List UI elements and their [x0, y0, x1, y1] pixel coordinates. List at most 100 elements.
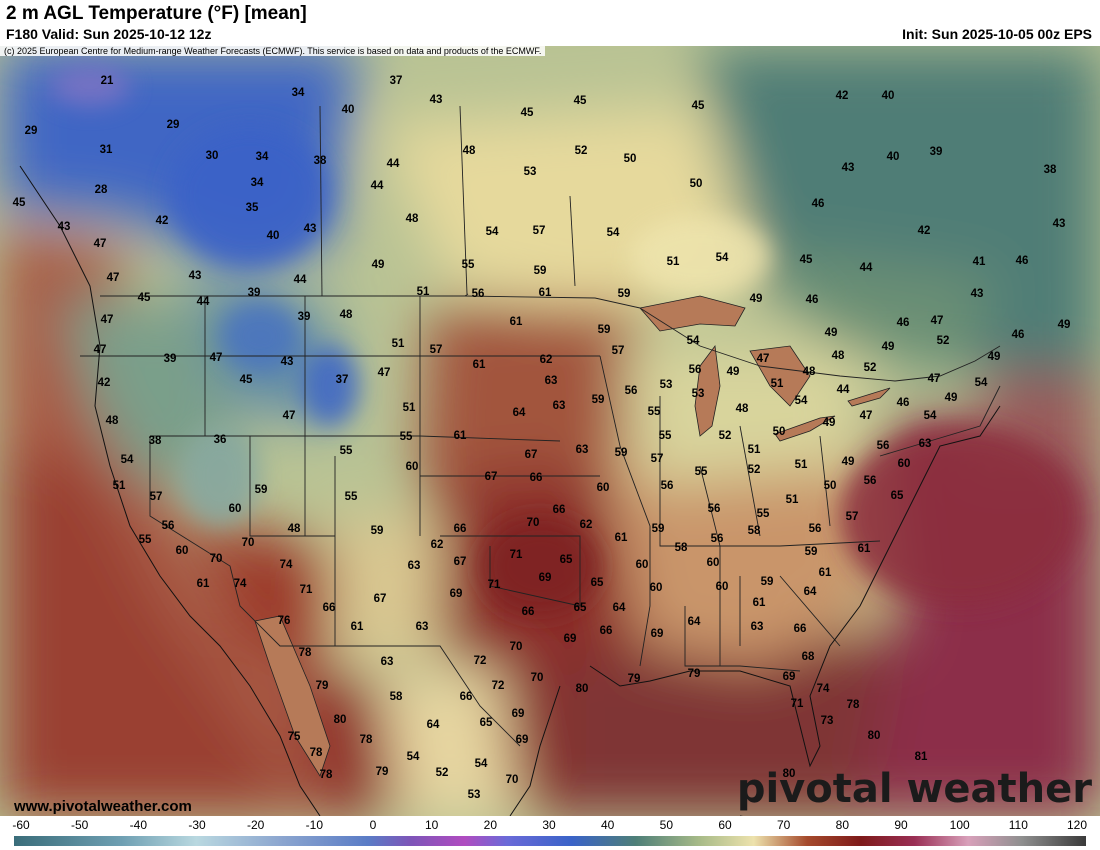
valid-time: F180 Valid: Sun 2025-10-12 12z — [6, 26, 212, 42]
temperature-value: 34 — [255, 151, 269, 163]
temperature-value: 80 — [575, 683, 589, 695]
temperature-value: 67 — [524, 449, 538, 461]
temperature-value: 40 — [341, 104, 355, 116]
temperature-value: 50 — [823, 480, 837, 492]
temperature-value: 67 — [484, 471, 498, 483]
temperature-value: 71 — [790, 698, 804, 710]
temperature-value: 48 — [405, 213, 419, 225]
temperature-value: 48 — [735, 403, 749, 415]
temperature-value: 49 — [822, 417, 836, 429]
temperature-value: 51 — [391, 338, 405, 350]
map-header: 2 m AGL Temperature (°F) [mean] F180 Val… — [0, 0, 1100, 46]
temperature-value: 49 — [371, 259, 385, 271]
temperature-value: 38 — [313, 155, 327, 167]
temperature-value: 69 — [563, 633, 577, 645]
temperature-value: 49 — [749, 293, 763, 305]
temperature-value: 44 — [859, 262, 873, 274]
temperature-value: 42 — [835, 90, 849, 102]
temperature-value: 56 — [863, 475, 877, 487]
temperature-value: 49 — [726, 366, 740, 378]
temperature-value: 52 — [863, 362, 877, 374]
temperature-value: 44 — [386, 158, 400, 170]
temperature-value: 66 — [453, 523, 467, 535]
temperature-value: 79 — [315, 680, 329, 692]
temperature-value: 70 — [209, 553, 223, 565]
temperature-value: 54 — [474, 758, 488, 770]
map-title: 2 m AGL Temperature (°F) [mean] — [6, 3, 307, 24]
temperature-value: 64 — [426, 719, 440, 731]
temperature-value: 70 — [530, 672, 544, 684]
temperature-value: 69 — [782, 671, 796, 683]
temperature-value: 55 — [658, 430, 672, 442]
temperature-value: 59 — [617, 288, 631, 300]
temperature-value: 46 — [896, 317, 910, 329]
temperature-value: 47 — [93, 344, 107, 356]
scale-tick-label: 70 — [776, 818, 791, 832]
temperature-value: 48 — [462, 145, 476, 157]
temperature-value: 75 — [287, 731, 301, 743]
temperature-value: 59 — [760, 576, 774, 588]
temperature-value: 66 — [322, 602, 336, 614]
temperature-value: 67 — [453, 556, 467, 568]
temperature-value: 69 — [650, 628, 664, 640]
temperature-value: 46 — [896, 397, 910, 409]
scale-tick-label: -60 — [12, 818, 30, 832]
temperature-value: 79 — [687, 668, 701, 680]
temperature-value: 60 — [649, 582, 663, 594]
temperature-value: 63 — [575, 444, 589, 456]
temperature-value: 58 — [674, 542, 688, 554]
temperature-value: 54 — [606, 227, 620, 239]
brand-logo: pivotal weather — [736, 766, 1092, 812]
temperature-value: 59 — [597, 324, 611, 336]
temperature-value: 64 — [803, 586, 817, 598]
temperature-value: 35 — [245, 202, 259, 214]
scale-tick-label: 20 — [483, 818, 498, 832]
temperature-value: 74 — [233, 578, 247, 590]
temperature-value: 78 — [309, 747, 323, 759]
temperature-value: 56 — [624, 385, 638, 397]
temperature-value: 66 — [552, 504, 566, 516]
temperature-value: 52 — [747, 464, 761, 476]
temperature-value: 48 — [831, 350, 845, 362]
scale-tick-label: 90 — [894, 818, 908, 832]
temperature-value: 40 — [266, 230, 280, 242]
temperature-value: 44 — [293, 274, 307, 286]
temperature-value: 45 — [799, 254, 813, 266]
temperature-value: 55 — [344, 491, 358, 503]
temperature-value: 47 — [756, 353, 770, 365]
temperature-value: 29 — [24, 125, 38, 137]
temperature-value: 51 — [747, 444, 761, 456]
scale-tick-label: 60 — [718, 818, 732, 832]
temperature-value: 62 — [430, 539, 444, 551]
temperature-value: 46 — [811, 198, 825, 210]
temperature-value: 59 — [370, 525, 384, 537]
temperature-value: 61 — [752, 597, 766, 609]
temperature-value: 71 — [487, 579, 501, 591]
temperature-value: 53 — [659, 379, 673, 391]
temperature-value: 46 — [1015, 255, 1029, 267]
temperature-value: 58 — [389, 691, 403, 703]
temperature-map[interactable] — [0, 46, 1100, 816]
temperature-value: 50 — [772, 426, 786, 438]
temperature-value: 34 — [250, 177, 264, 189]
temperature-value: 43 — [429, 94, 443, 106]
temperature-value: 39 — [297, 311, 311, 323]
temperature-value: 63 — [552, 400, 566, 412]
temperature-value: 63 — [415, 621, 429, 633]
site-url[interactable]: www.pivotalweather.com — [14, 798, 192, 815]
temperature-value: 49 — [881, 341, 895, 353]
temperature-value: 64 — [612, 602, 626, 614]
temperature-value: 74 — [816, 683, 830, 695]
temperature-value: 66 — [521, 606, 535, 618]
temperature-value: 81 — [914, 751, 928, 763]
temperature-value: 56 — [688, 364, 702, 376]
temperature-value: 45 — [520, 107, 534, 119]
temperature-value: 54 — [715, 252, 729, 264]
temperature-value: 51 — [770, 378, 784, 390]
temperature-value: 66 — [459, 691, 473, 703]
temperature-value: 37 — [389, 75, 403, 87]
temperature-value: 58 — [747, 525, 761, 537]
temperature-value: 50 — [689, 178, 703, 190]
scale-tick-label: 100 — [949, 818, 970, 832]
temperature-value: 45 — [137, 292, 151, 304]
